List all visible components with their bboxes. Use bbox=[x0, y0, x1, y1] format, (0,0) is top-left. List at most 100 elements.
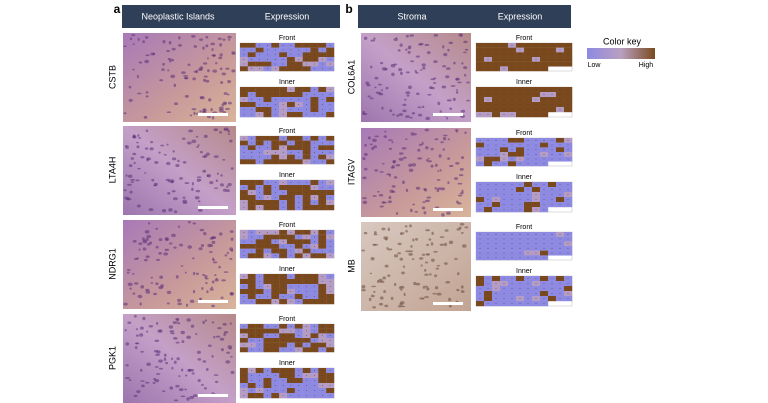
micrograph-nucleus bbox=[442, 65, 447, 68]
micrograph-nucleus bbox=[373, 243, 379, 246]
heatmap-dot bbox=[527, 283, 529, 284]
heatmap-dot bbox=[314, 147, 315, 149]
heatmap-dot bbox=[251, 255, 253, 257]
scale-bar bbox=[433, 113, 463, 116]
heatmap-dot bbox=[243, 197, 245, 198]
micrograph-nucleus bbox=[390, 166, 394, 169]
heatmap-dot bbox=[511, 184, 513, 185]
micrograph-nucleus bbox=[426, 287, 430, 291]
micrograph-nucleus bbox=[188, 368, 193, 372]
micrograph-nucleus bbox=[136, 390, 141, 394]
heatmap-dot bbox=[479, 303, 481, 304]
micrograph-nucleus bbox=[457, 182, 463, 185]
heatmap-dot bbox=[259, 187, 260, 188]
micrograph-nucleus bbox=[402, 109, 407, 113]
heatmap-dot bbox=[274, 241, 276, 243]
heatmap-dot bbox=[543, 94, 545, 95]
micrograph-nucleus bbox=[441, 213, 445, 217]
heatmap-dot bbox=[259, 58, 260, 60]
heatmap-dot bbox=[251, 207, 253, 208]
micrograph-nucleus bbox=[369, 272, 372, 275]
micrograph-nucleus bbox=[192, 77, 196, 81]
micrograph-nucleus bbox=[436, 179, 441, 181]
heatmap-dot bbox=[519, 63, 521, 65]
heatmap-dot bbox=[267, 395, 268, 396]
micrograph-nucleus bbox=[207, 243, 212, 248]
heatmap-dot bbox=[274, 276, 276, 277]
micrograph-nucleus bbox=[156, 321, 159, 325]
micrograph-nucleus bbox=[184, 271, 187, 274]
heatmap-dot bbox=[511, 189, 513, 190]
micrograph-nucleus bbox=[164, 237, 169, 241]
heatmap-dot bbox=[495, 204, 497, 205]
heatmap-dot bbox=[503, 243, 505, 245]
heatmap-dot bbox=[306, 109, 307, 110]
heatmap-dot bbox=[267, 109, 268, 110]
micrograph-nucleus bbox=[427, 93, 432, 96]
heatmap-dot bbox=[282, 395, 284, 396]
heatmap-dot bbox=[251, 236, 253, 238]
heatmap-dot bbox=[274, 197, 276, 198]
heatmap-dot bbox=[511, 89, 513, 90]
micrograph-nucleus bbox=[219, 53, 223, 57]
micrograph-nucleus bbox=[129, 37, 133, 41]
heatmap-dot bbox=[551, 238, 553, 240]
heatmap-dot bbox=[243, 202, 245, 203]
micrograph-nucleus bbox=[123, 189, 127, 192]
micrograph-nucleus bbox=[214, 278, 219, 282]
heatmap-dot bbox=[329, 255, 331, 257]
heatmap-dot bbox=[290, 182, 292, 183]
heatmap-dot bbox=[290, 301, 292, 302]
heatmap-dot bbox=[551, 158, 553, 160]
scale-bar bbox=[433, 208, 463, 211]
micrograph-nucleus bbox=[392, 160, 396, 164]
heatmap-dot bbox=[567, 288, 569, 289]
micrograph-nucleus bbox=[126, 197, 132, 201]
heatmap-dot bbox=[329, 301, 331, 302]
micrograph-nucleus bbox=[397, 242, 402, 246]
micrograph-nucleus bbox=[124, 376, 130, 379]
region-label: Inner bbox=[279, 79, 296, 86]
micrograph-nucleus bbox=[414, 211, 419, 213]
heatmap-dot bbox=[567, 293, 569, 294]
heatmap-dot bbox=[543, 298, 545, 299]
heatmap-dot bbox=[243, 301, 245, 302]
micrograph-nucleus bbox=[199, 38, 204, 41]
heatmap-dot bbox=[487, 54, 489, 56]
heatmap-dot bbox=[251, 114, 253, 115]
heatmap-dot bbox=[290, 68, 292, 70]
heatmap-dot bbox=[314, 197, 315, 198]
heatmap-dot bbox=[259, 281, 260, 282]
heatmap-dot bbox=[479, 238, 481, 240]
heatmap-dot bbox=[519, 283, 521, 284]
micrograph-nucleus bbox=[139, 302, 142, 306]
micrograph-nucleus bbox=[389, 109, 393, 113]
micrograph-nucleus bbox=[437, 101, 441, 106]
micrograph-nucleus bbox=[400, 305, 406, 308]
micrograph-nucleus bbox=[391, 72, 395, 76]
heatmap-dot bbox=[314, 255, 315, 257]
heatmap-dot bbox=[487, 194, 489, 195]
micrograph-nucleus bbox=[381, 162, 385, 165]
heatmap-dot bbox=[274, 335, 276, 337]
micrograph-nucleus bbox=[226, 93, 230, 96]
micrograph-nucleus bbox=[455, 129, 458, 133]
micrograph-nucleus bbox=[402, 103, 407, 107]
micrograph-nucleus bbox=[411, 258, 415, 261]
micrograph-nucleus bbox=[427, 157, 430, 160]
heatmap-dot bbox=[511, 163, 513, 165]
heatmap-dot bbox=[559, 189, 561, 190]
micrograph-nucleus bbox=[130, 181, 134, 183]
micrograph-nucleus bbox=[405, 91, 411, 95]
heatmap-dot bbox=[495, 68, 497, 70]
heatmap-dot bbox=[321, 325, 323, 327]
gene-label: COL6A1 bbox=[346, 60, 356, 95]
heatmap-dot bbox=[321, 161, 323, 163]
heatmap-dot bbox=[329, 54, 331, 56]
micrograph-nucleus bbox=[408, 45, 412, 48]
heatmap-dot bbox=[306, 104, 307, 105]
heatmap-dot bbox=[306, 161, 307, 163]
micrograph-nucleus bbox=[417, 113, 423, 117]
micrograph-nucleus bbox=[220, 296, 224, 299]
heatmap-dot bbox=[551, 58, 553, 60]
